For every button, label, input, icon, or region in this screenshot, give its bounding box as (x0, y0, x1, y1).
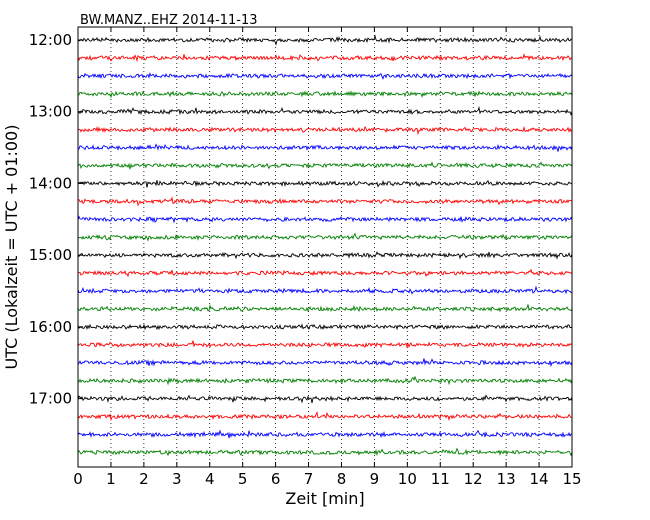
x-tick-label: 5 (238, 470, 248, 488)
trace-line (77, 34, 573, 46)
trace-line (77, 179, 573, 188)
trace-line (77, 143, 573, 152)
trace-line (77, 285, 573, 295)
trace-line (77, 161, 573, 170)
x-tick-label: 13 (497, 470, 516, 488)
x-tick-label: 12 (464, 470, 483, 488)
x-tick-label: 3 (172, 470, 182, 488)
trace-line (77, 323, 573, 331)
x-tick-label: 6 (271, 470, 281, 488)
y-tick-label: 15:00 (29, 246, 72, 264)
chart-title: BW.MANZ..EHZ 2014-11-13 (80, 13, 258, 28)
x-tick-label: 9 (370, 470, 380, 488)
x-tick-label: 2 (139, 470, 149, 488)
y-tick-label: 12:00 (29, 31, 72, 49)
trace-line (77, 358, 573, 368)
plot-frame (77, 26, 573, 468)
trace-line (77, 232, 573, 242)
trace-line (77, 53, 573, 63)
trace-line (77, 394, 573, 404)
y-tick-label: 17:00 (29, 390, 72, 408)
x-axis: 0 1 2 3 4 5 6 7 8 9 10 11 12 13 14 15 (73, 27, 582, 488)
x-tick-label: 14 (530, 470, 549, 488)
x-tick-label: 15 (562, 470, 581, 488)
vertical-grid (110, 27, 540, 467)
trace-line (77, 196, 572, 207)
trace-line (77, 411, 573, 422)
x-tick-label: 0 (73, 470, 83, 488)
x-tick-label: 10 (398, 470, 417, 488)
y-tick-label: 13:00 (29, 103, 72, 121)
y-tick-label: 14:00 (29, 174, 72, 192)
trace-line (77, 106, 573, 116)
x-tick-label: 4 (205, 470, 215, 488)
trace-line (77, 72, 573, 80)
trace-line (77, 251, 573, 260)
trace-line (77, 304, 573, 313)
x-tick-label: 1 (106, 470, 116, 488)
x-tick-label: 8 (337, 470, 347, 488)
trace-line (77, 447, 573, 457)
trace-line (77, 125, 573, 136)
trace-line (77, 215, 573, 224)
x-axis-label: Zeit [min] (285, 489, 364, 508)
y-axis-label: UTC (Lokalzeit = UTC + 01:00) (2, 125, 21, 370)
trace-line (77, 340, 573, 349)
trace-line (77, 375, 573, 386)
trace-line (77, 429, 573, 439)
seismic-traces (77, 34, 573, 457)
x-tick-label: 7 (304, 470, 314, 488)
y-tick-label: 16:00 (29, 318, 72, 336)
y-axis: 12:00 13:00 14:00 15:00 16:00 17:00 (29, 31, 83, 408)
trace-line (77, 90, 573, 99)
x-tick-label: 11 (431, 470, 450, 488)
trace-line (77, 268, 573, 278)
